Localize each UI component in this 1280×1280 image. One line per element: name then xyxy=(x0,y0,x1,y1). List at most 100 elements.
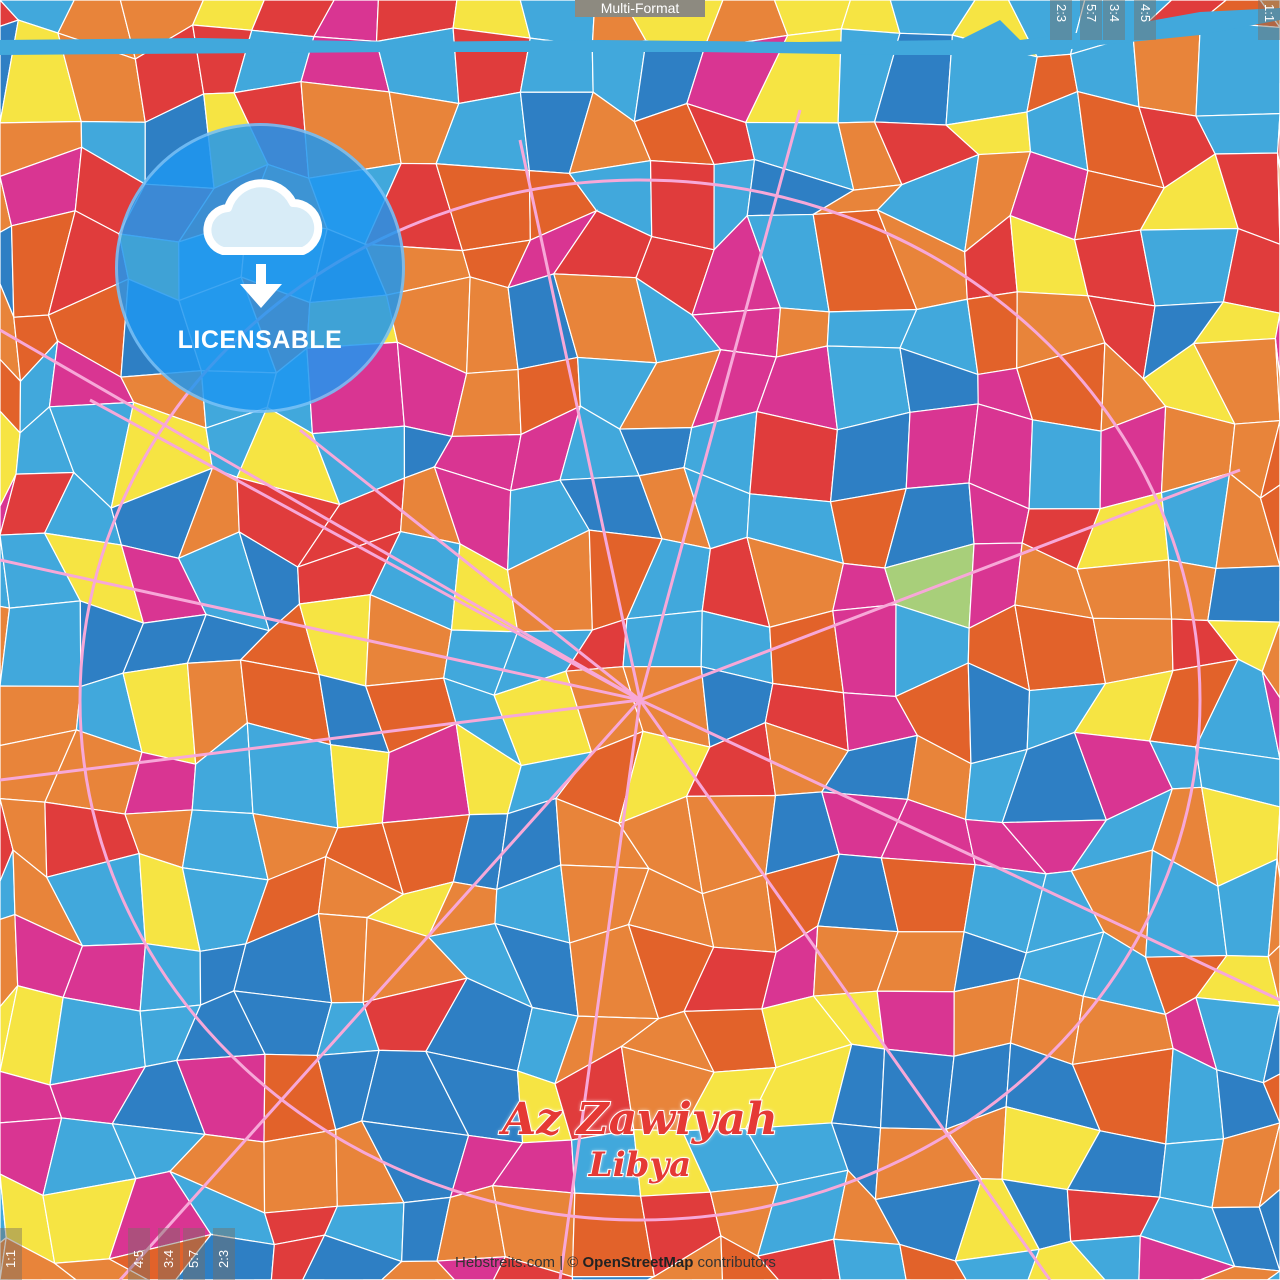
major-road xyxy=(0,698,641,782)
city-block xyxy=(1267,858,1280,959)
city-block xyxy=(1267,944,1280,1007)
country-name: Libya xyxy=(588,1144,692,1186)
city-block xyxy=(1261,671,1280,760)
city-block xyxy=(1207,565,1280,623)
major-road xyxy=(118,698,642,1280)
city-block xyxy=(1216,1068,1280,1140)
city-block xyxy=(0,1236,78,1280)
major-road xyxy=(89,398,641,702)
city-block xyxy=(329,743,390,829)
city-block xyxy=(0,473,17,547)
city-block xyxy=(1261,600,1280,699)
city-block xyxy=(1138,1234,1237,1280)
city-block xyxy=(302,1234,403,1280)
ring-road xyxy=(78,178,1202,1222)
ratio-label: 1:1 xyxy=(1262,4,1277,23)
major-road xyxy=(299,428,641,702)
city-block xyxy=(1262,1073,1280,1124)
separator: | xyxy=(559,1254,564,1271)
cloud-download-icon xyxy=(203,179,323,308)
major-road xyxy=(518,139,642,701)
city-name: Az Zawiyah xyxy=(501,1094,779,1146)
major-road xyxy=(639,468,1241,702)
city-block xyxy=(649,159,715,251)
city-block xyxy=(1259,484,1280,574)
licensable-badge[interactable]: LICENSABLE xyxy=(115,123,405,413)
city-block xyxy=(1195,20,1280,117)
attribution: Hebstreits.com | © OpenStreetMap contrib… xyxy=(455,1254,776,1272)
format-tab: Multi-Format xyxy=(575,0,705,17)
ratio-label: 1:1 xyxy=(3,1249,18,1268)
city-block xyxy=(1014,604,1107,692)
city-block xyxy=(107,1233,213,1280)
city-block xyxy=(380,1260,456,1280)
city-block xyxy=(1258,1122,1280,1209)
licensable-label: LICENSABLE xyxy=(177,326,343,354)
city-block xyxy=(1194,658,1280,760)
city-block xyxy=(435,1256,507,1280)
ratio-guide-top: 4:5 xyxy=(1134,0,1156,40)
city-block xyxy=(1266,1260,1280,1280)
city-block xyxy=(876,990,955,1057)
roads xyxy=(0,109,1280,1280)
osm-link[interactable]: OpenStreetMap xyxy=(582,1254,694,1271)
city-block xyxy=(1277,83,1280,170)
ratio-guide-top: 5:7 xyxy=(1080,0,1102,40)
city-block xyxy=(879,1048,955,1130)
city-block xyxy=(756,1238,841,1280)
city-block xyxy=(571,1275,655,1280)
city-block xyxy=(833,1238,907,1280)
major-road xyxy=(638,109,802,701)
ratio-label: 2:3 xyxy=(216,1249,231,1268)
city-block xyxy=(270,1234,326,1280)
map-title: Az Zawiyah Libya xyxy=(480,1094,800,1187)
ratio-guide-bottom: 2:3 xyxy=(213,1228,235,1280)
city-block xyxy=(1274,313,1280,378)
city-block xyxy=(139,942,202,1012)
city-block xyxy=(1139,227,1239,307)
ratio-label: 4:5 xyxy=(1138,4,1153,23)
city-block xyxy=(1259,420,1280,500)
city-block xyxy=(1076,559,1173,620)
ratio-guide-top: 3:4 xyxy=(1103,0,1125,40)
city-block xyxy=(954,1248,1041,1280)
ratio-label: 4:5 xyxy=(131,1249,146,1268)
city-block xyxy=(0,600,82,688)
city-block xyxy=(492,1256,574,1280)
coastline-sea xyxy=(0,8,1280,55)
city-block xyxy=(905,403,979,490)
major-road xyxy=(638,699,1052,1280)
major-road xyxy=(0,558,641,702)
city-block xyxy=(1069,1235,1141,1280)
ratio-label: 3:4 xyxy=(1107,4,1122,23)
site-link[interactable]: Hebstreits.com xyxy=(455,1254,556,1271)
city-block xyxy=(174,1233,275,1280)
city-block xyxy=(1211,1206,1280,1272)
ratio-label: 5:7 xyxy=(1084,4,1099,23)
city-block xyxy=(1028,419,1102,510)
ratio-label: 3:4 xyxy=(161,1249,176,1268)
ratio-guide-bottom: 4:5 xyxy=(128,1228,150,1280)
major-road xyxy=(639,698,1280,1002)
city-block xyxy=(1262,982,1280,1084)
copyright: © xyxy=(567,1254,579,1271)
ratio-guide-bottom: 1:1 xyxy=(0,1228,22,1280)
city-block xyxy=(1215,472,1280,570)
ratio-label: 2:3 xyxy=(1054,4,1069,23)
city-block xyxy=(880,857,976,933)
city-block xyxy=(1192,337,1280,425)
city-block xyxy=(898,1243,967,1280)
city-block xyxy=(1214,152,1280,245)
city-block xyxy=(1195,746,1280,808)
city-block xyxy=(1258,1188,1280,1272)
city-block xyxy=(1274,338,1280,438)
city-block xyxy=(1222,227,1280,314)
ratio-label: 5:7 xyxy=(186,1249,201,1268)
major-road xyxy=(558,699,642,1280)
ratio-guide-top: 2:3 xyxy=(1050,0,1072,40)
city-block xyxy=(647,1234,724,1280)
contributors-text: contributors xyxy=(697,1254,776,1271)
city-block xyxy=(263,1128,338,1214)
ratio-guide-bottom: 5:7 xyxy=(183,1228,205,1280)
